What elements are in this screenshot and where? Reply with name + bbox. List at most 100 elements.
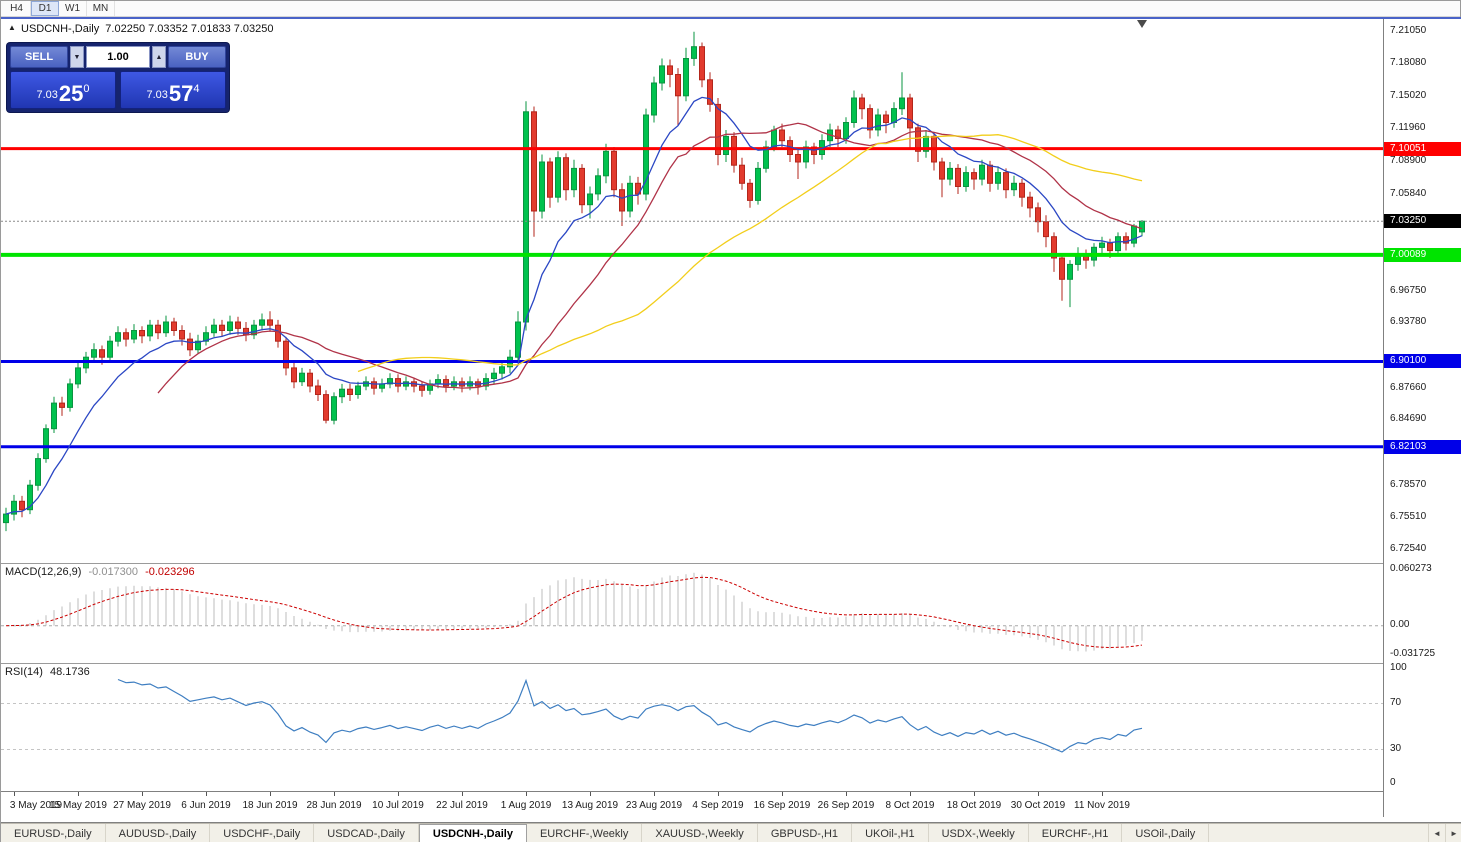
buy-price-big: 57 (168, 81, 194, 106)
timeframe-toolbar: H4 D1 W1 MN (1, 1, 1460, 17)
rsi-panel[interactable]: RSI(14) 48.1736 (1, 663, 1383, 791)
price-tick-label: 6.96750 (1390, 285, 1427, 296)
date-label: 10 Jul 2019 (372, 800, 424, 811)
price-line-badge: 7.03250 (1384, 214, 1461, 228)
macd-scale-label: 0.00 (1390, 619, 1410, 630)
collapse-trade-panel-icon[interactable]: ▲ (8, 23, 16, 32)
chart-tab[interactable]: USDCAD-,Daily (314, 824, 419, 842)
macd-chart[interactable] (1, 564, 1383, 661)
time-axis[interactable]: 3 May 2019 15 May 2019 27 May 2019 6 Jun 20… (1, 791, 1383, 817)
time-axis-tick (334, 792, 335, 796)
date-label: 27 May 2019 (113, 800, 171, 811)
chart-tab[interactable]: USOil-,Daily (1122, 824, 1210, 842)
rsi-value: 48.1736 (49, 666, 90, 678)
chart-shift-marker (1137, 20, 1147, 28)
chart-tab[interactable]: EURUSD-,Daily (1, 824, 106, 842)
time-axis-tick (1102, 792, 1103, 796)
buy-price-sup: 4 (193, 83, 200, 95)
price-tick-label: 6.78570 (1390, 479, 1427, 490)
buy-price-button[interactable]: 7.03 57 4 (120, 71, 226, 109)
macd-title: MACD(12,26,9) (5, 566, 82, 578)
chart-tab[interactable]: AUDUSD-,Daily (106, 824, 211, 842)
rsi-scale-label: 0 (1390, 777, 1396, 788)
time-axis-tick (782, 792, 783, 796)
main-price-panel[interactable]: ▲ USDCNH-,Daily 7.02250 7.03352 7.01833 … (1, 19, 1383, 561)
macd-scale-label: -0.031725 (1390, 648, 1436, 659)
volume-increase-button[interactable]: ▲ (152, 46, 166, 68)
buy-button[interactable]: BUY (168, 46, 226, 68)
macd-panel[interactable]: MACD(12,26,9) -0.017300 -0.023296 (1, 563, 1383, 661)
time-axis-tick (78, 792, 79, 796)
price-tick-label: 6.84690 (1390, 413, 1427, 424)
date-label: 15 May 2019 (49, 800, 107, 811)
price-tick-label: 7.05840 (1390, 188, 1427, 199)
date-label: 18 Oct 2019 (946, 800, 1002, 811)
price-axis[interactable]: 7.21050 7.18080 7.15020 7.11960 7.08900 7.058… (1383, 19, 1461, 817)
date-label: 4 Sep 2019 (692, 800, 744, 811)
chart-tab[interactable]: XAUUSD-,Weekly (642, 824, 758, 842)
date-label: 26 Sep 2019 (817, 800, 875, 811)
chart-tab[interactable]: USDX-,Weekly (929, 824, 1029, 842)
price-tick-label: 7.21050 (1390, 25, 1427, 36)
time-axis-tick (142, 792, 143, 796)
date-label: 3 May 2019 (9, 800, 63, 811)
macd-main-value: -0.017300 (88, 566, 139, 578)
ohlc-values: 7.02250 7.03352 7.01833 7.03250 (105, 23, 274, 35)
macd-scale-label: 0.060273 (1390, 563, 1432, 574)
price-tick-label: 7.15020 (1390, 90, 1427, 101)
tab-scroll-right-button[interactable]: ► (1445, 824, 1461, 842)
date-label: 11 Nov 2019 (1074, 800, 1130, 811)
date-label: 8 Oct 2019 (885, 800, 935, 811)
sell-button[interactable]: SELL (10, 46, 68, 68)
date-label: 1 Aug 2019 (500, 800, 552, 811)
chart-title: USDCNH-,Daily 7.02250 7.03352 7.01833 7.… (21, 23, 277, 35)
sell-price-big: 25 (58, 81, 84, 106)
tab-scroll-left-button[interactable]: ◄ (1428, 824, 1445, 842)
rsi-chart[interactable] (1, 664, 1383, 791)
volume-input[interactable] (86, 46, 150, 68)
tab-scroll-buttons: ◄ ► (1428, 824, 1461, 842)
chart-tab[interactable]: EURCHF-,Weekly (527, 824, 643, 842)
time-axis-tick (974, 792, 975, 796)
price-tick-label: 6.75510 (1390, 511, 1427, 522)
symbol-title: USDCNH-,Daily (21, 23, 100, 35)
date-label: 28 Jun 2019 (306, 800, 362, 811)
time-axis-tick (270, 792, 271, 796)
price-tick-label: 6.72540 (1390, 543, 1427, 554)
date-label: 16 Sep 2019 (753, 800, 811, 811)
date-label: 22 Jul 2019 (436, 800, 488, 811)
date-label: 13 Aug 2019 (561, 800, 619, 811)
volume-decrease-button[interactable]: ▼ (70, 46, 84, 68)
timeframe-button-h4[interactable]: H4 (3, 1, 31, 16)
price-tick-label: 6.93780 (1390, 316, 1427, 327)
chart-tabs-bar: EURUSD-,Daily AUDUSD-,Daily USDCHF-,Daily U… (1, 823, 1461, 842)
chart-tab[interactable]: UKOil-,H1 (852, 824, 929, 842)
macd-label: MACD(12,26,9) -0.017300 -0.023296 (5, 566, 199, 578)
time-axis-tick (1038, 792, 1039, 796)
one-click-trading-panel: SELL ▼ ▲ BUY 7.03 25 0 7.03 57 4 (7, 43, 229, 112)
rsi-scale-label: 100 (1390, 662, 1407, 673)
sell-price-button[interactable]: 7.03 25 0 (10, 71, 116, 109)
time-axis-tick (654, 792, 655, 796)
time-axis-tick (462, 792, 463, 796)
chart-tab[interactable]: USDCNH-,Daily (418, 824, 527, 842)
timeframe-button-d1[interactable]: D1 (31, 1, 59, 16)
timeframe-button-w1[interactable]: W1 (59, 1, 87, 16)
rsi-scale-label: 30 (1390, 743, 1402, 754)
chart-window: ▲ USDCNH-,Daily 7.02250 7.03352 7.01833 … (1, 17, 1461, 823)
timeframe-button-mn[interactable]: MN (87, 1, 115, 16)
date-label: 6 Jun 2019 (181, 800, 231, 811)
chart-tab[interactable]: GBPUSD-,H1 (758, 824, 853, 842)
candlestick-chart[interactable] (1, 19, 1383, 561)
chart-tab[interactable]: EURCHF-,H1 (1029, 824, 1123, 842)
sell-price-base: 7.03 (36, 89, 58, 102)
time-axis-tick (14, 792, 15, 796)
chart-tab[interactable]: USDCHF-,Daily (210, 824, 315, 842)
buy-price-base: 7.03 (146, 89, 168, 102)
time-axis-tick (590, 792, 591, 796)
time-axis-tick (398, 792, 399, 796)
date-label: 23 Aug 2019 (625, 800, 683, 811)
time-axis-tick (910, 792, 911, 796)
time-axis-tick (846, 792, 847, 796)
